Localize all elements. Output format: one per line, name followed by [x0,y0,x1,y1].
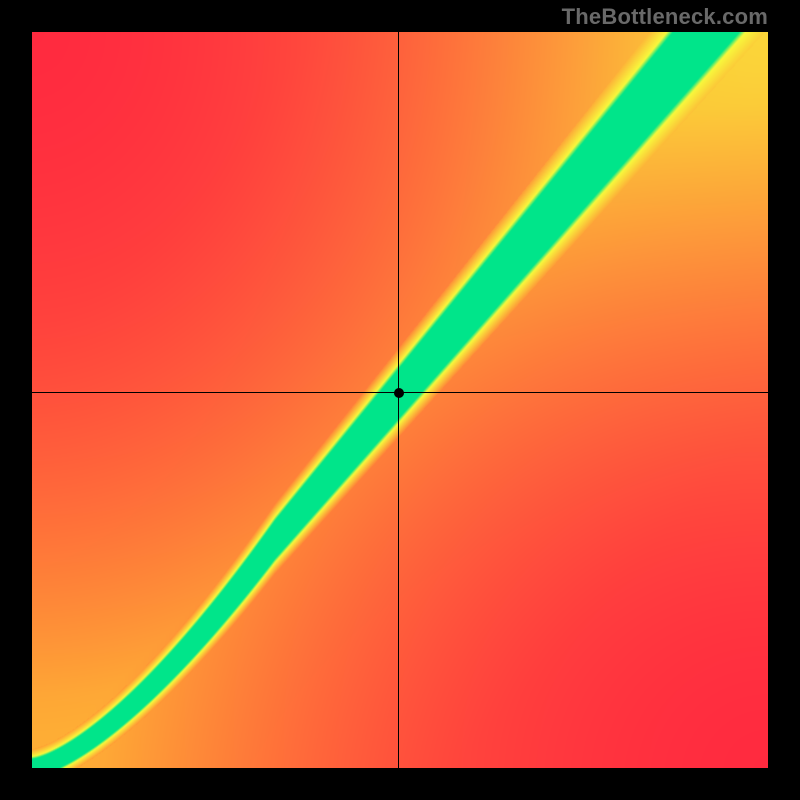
marker-point [394,388,404,398]
crosshair-vertical [398,32,399,768]
chart-container: TheBottleneck.com [0,0,800,800]
heatmap-plot [32,32,768,768]
watermark-text: TheBottleneck.com [562,4,768,30]
